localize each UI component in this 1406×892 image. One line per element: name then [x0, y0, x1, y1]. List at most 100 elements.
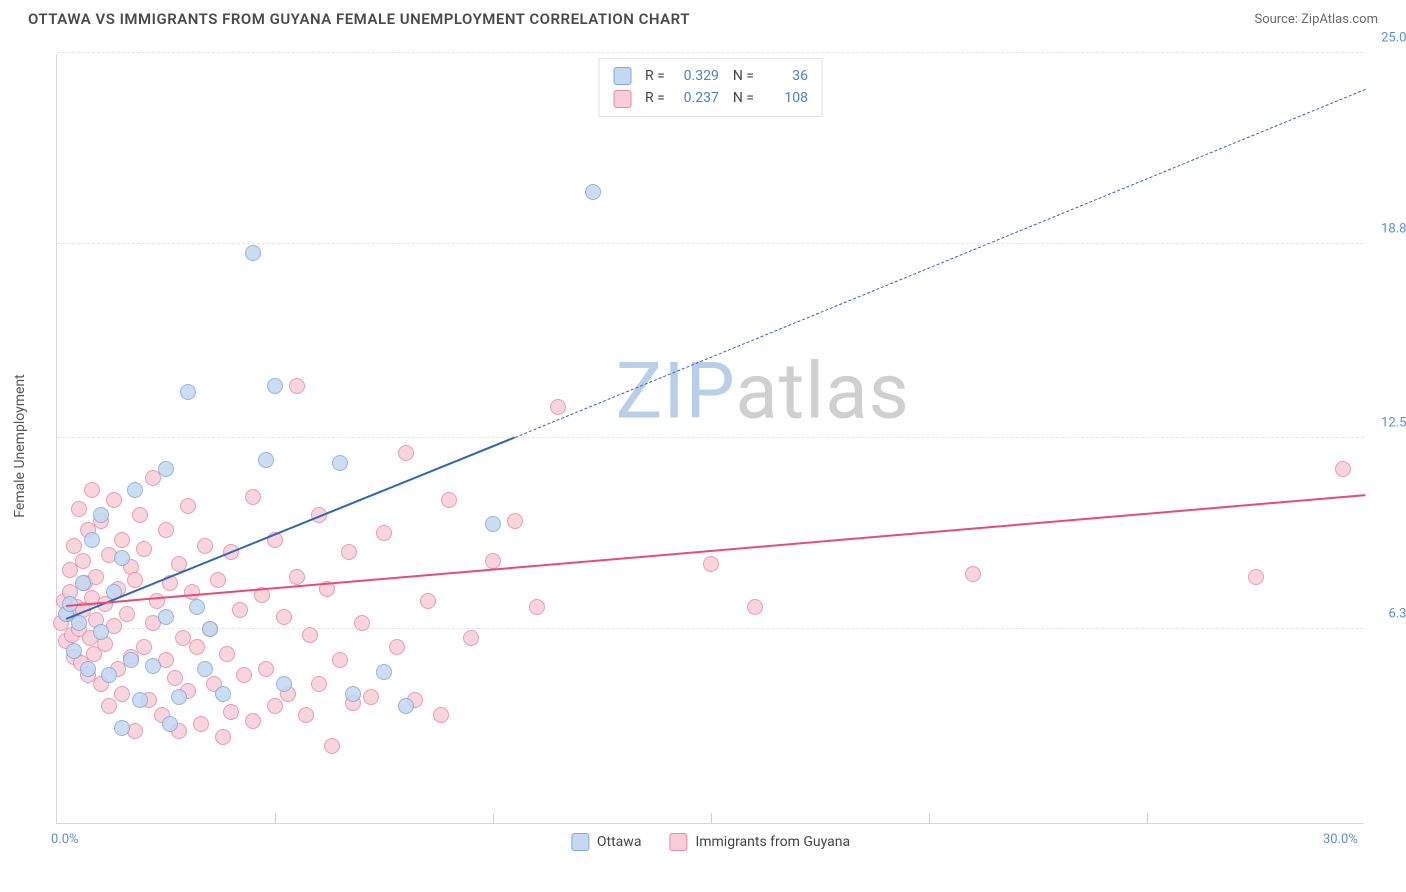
data-point [332, 652, 348, 668]
chart-title: OTTAWA VS IMMIGRANTS FROM GUYANA FEMALE … [28, 10, 690, 28]
data-point [184, 584, 200, 600]
data-point [463, 630, 479, 646]
data-point [376, 664, 392, 680]
data-point [215, 729, 231, 745]
data-point [398, 445, 414, 461]
data-point [127, 482, 143, 498]
gridline-h [57, 437, 1364, 438]
gridline-v [1147, 813, 1148, 823]
data-point [136, 541, 152, 557]
data-point [66, 538, 82, 554]
legend-swatch [669, 833, 687, 851]
gridline-v [493, 813, 494, 823]
trendline-solid [65, 436, 515, 620]
data-point [289, 569, 305, 585]
data-point [189, 639, 205, 655]
data-point [507, 513, 523, 529]
data-point [245, 245, 261, 261]
data-point [276, 609, 292, 625]
data-point [84, 482, 100, 498]
legend-swatch [613, 67, 631, 85]
data-point [75, 575, 91, 591]
xtick-label: 0.0% [51, 832, 79, 847]
data-point [1248, 569, 1264, 585]
ytick-label: 6.3% [1368, 606, 1406, 621]
data-point [232, 602, 248, 618]
data-point [114, 720, 130, 736]
data-point [162, 716, 178, 732]
gridline-h [57, 628, 1364, 629]
data-point [485, 553, 501, 569]
data-point [219, 646, 235, 662]
legend-n-value: 36 [764, 65, 808, 87]
data-point [193, 716, 209, 732]
data-point [363, 689, 379, 705]
legend-n-value: 108 [764, 87, 808, 109]
legend-item: Immigrants from Guyana [669, 833, 850, 851]
data-point [332, 455, 348, 471]
ytick-label: 12.5% [1368, 416, 1406, 431]
data-point [101, 667, 117, 683]
data-point [75, 553, 91, 569]
xtick-label: 30.0% [1323, 832, 1358, 847]
y-axis-label: Female Unemployment [12, 374, 28, 518]
data-point [132, 692, 148, 708]
data-point [71, 501, 87, 517]
data-point [189, 599, 205, 615]
data-point [223, 704, 239, 720]
legend-item: Ottawa [571, 833, 642, 851]
data-point [389, 639, 405, 655]
series-legend: Ottawa Immigrants from Guyana [571, 833, 850, 851]
data-point [529, 599, 545, 615]
gridline-v [929, 813, 930, 823]
data-point [433, 707, 449, 723]
data-point [354, 615, 370, 631]
data-point [84, 532, 100, 548]
data-point [1335, 461, 1351, 477]
data-point [398, 698, 414, 714]
data-point [93, 624, 109, 640]
correlation-legend: R =0.329N =36R =0.237N =108 [598, 58, 823, 117]
ytick-label: 18.8% [1368, 221, 1406, 236]
data-point [245, 713, 261, 729]
data-point [80, 661, 96, 677]
legend-label: Immigrants from Guyana [695, 834, 850, 850]
data-point [485, 516, 501, 532]
data-point [71, 615, 87, 631]
data-point [202, 621, 218, 637]
gridline-v [275, 813, 276, 823]
data-point [119, 606, 135, 622]
data-point [158, 522, 174, 538]
chart-source: Source: ZipAtlas.com [1254, 12, 1378, 27]
data-point [965, 566, 981, 582]
legend-row: R =0.237N =108 [613, 87, 808, 109]
data-point [420, 593, 436, 609]
data-point [180, 498, 196, 514]
data-point [376, 525, 392, 541]
data-point [236, 667, 252, 683]
ytick-label: 25.0% [1368, 31, 1406, 46]
data-point [66, 643, 82, 659]
data-point [298, 707, 314, 723]
data-point [585, 184, 601, 200]
legend-row: R =0.329N =36 [613, 65, 808, 87]
data-point [703, 556, 719, 572]
data-point [289, 378, 305, 394]
chart-header: OTTAWA VS IMMIGRANTS FROM GUYANA FEMALE … [0, 0, 1406, 34]
data-point [145, 658, 161, 674]
data-point [158, 609, 174, 625]
data-point [258, 452, 274, 468]
data-point [245, 489, 261, 505]
data-point [441, 492, 457, 508]
gridline-h [57, 243, 1364, 244]
data-point [158, 461, 174, 477]
data-point [136, 639, 152, 655]
data-point [311, 676, 327, 692]
data-point [550, 399, 566, 415]
watermark: ZIPatlas [616, 347, 910, 438]
data-point [747, 599, 763, 615]
legend-r-label: R = [645, 87, 665, 109]
data-point [127, 572, 143, 588]
legend-swatch [613, 90, 631, 108]
data-point [93, 507, 109, 523]
